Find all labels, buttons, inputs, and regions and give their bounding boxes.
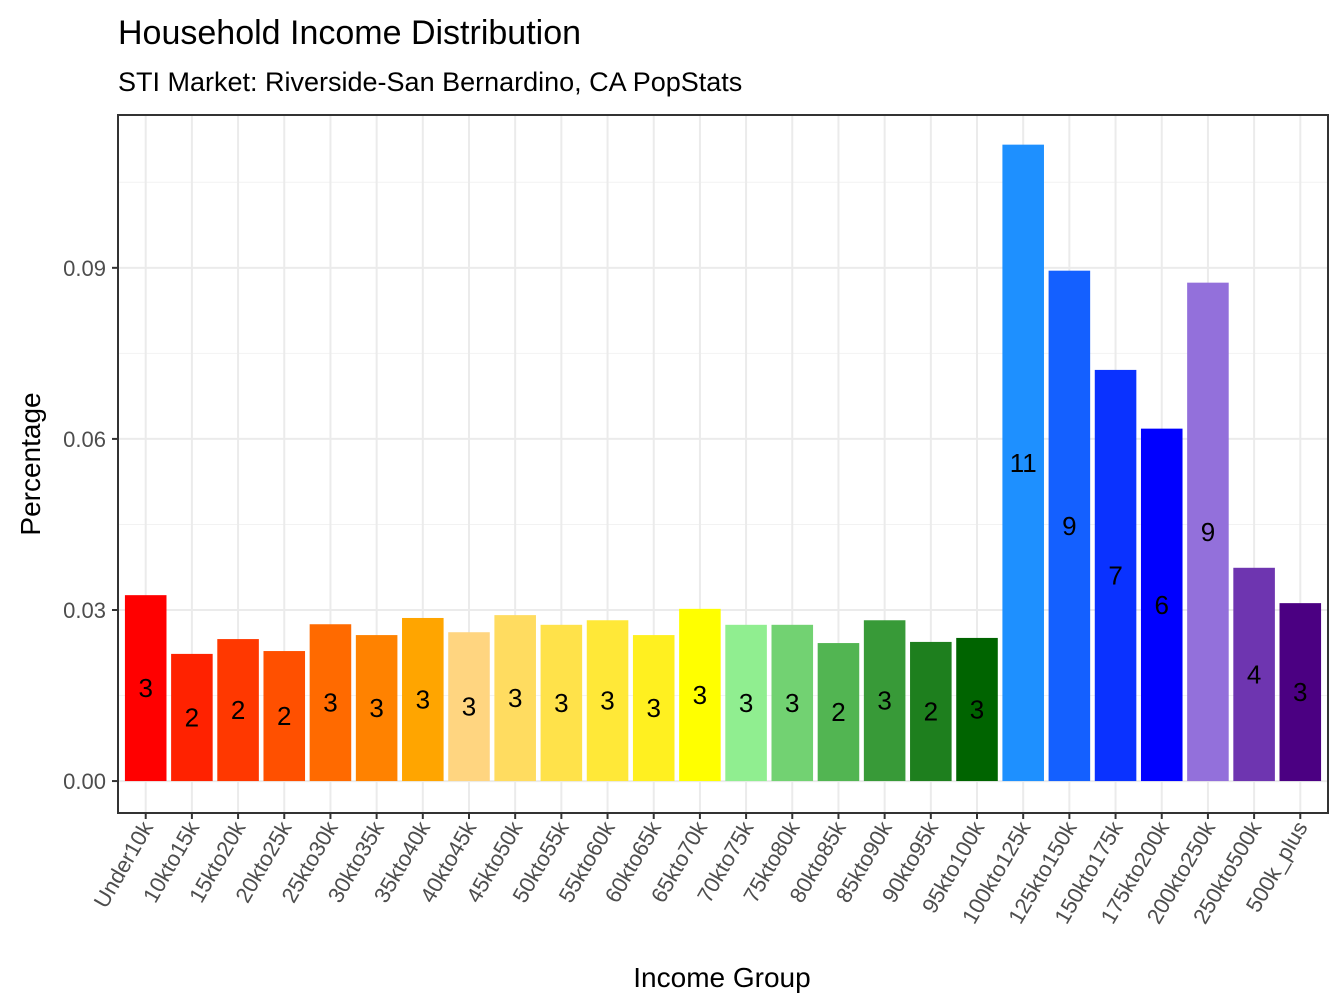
bar-75kto80k [771,624,814,782]
data-label: 6 [1155,590,1169,620]
y-tick-label: 0.06 [63,427,106,452]
data-label: 3 [369,693,383,723]
bar-70kto75k [725,624,767,782]
data-label: 3 [877,686,891,716]
bar-Under10k [124,595,167,782]
x-axis-label: Income Group [633,962,810,993]
data-label: 3 [646,693,660,723]
y-axis-label: Percentage [15,392,46,535]
data-label: 3 [138,673,152,703]
bar-95kto100k [956,637,998,782]
chart-title: Household Income Distribution [118,14,581,52]
data-label: 3 [554,688,568,718]
bar-50kto55k [540,624,583,782]
bar-55kto60k [586,620,629,782]
bar-60kto65k [632,635,675,782]
bar-30kto35k [355,635,398,782]
bar-35kto40k [402,617,444,782]
y-tick-label: 0.03 [63,598,106,623]
data-label: 3 [739,688,753,718]
y-tick-label: 0.00 [63,769,106,794]
data-label: 2 [231,695,245,725]
bar-10kto15k [171,653,213,782]
chart-subtitle: STI Market: Riverside-San Bernardino, CA… [118,67,742,97]
data-label: 3 [970,694,984,724]
data-label: 3 [693,680,707,710]
plot-border [117,114,1329,814]
data-label: 9 [1062,511,1076,541]
data-label: 2 [277,701,291,731]
data-label: 7 [1108,560,1122,590]
bar-25kto30k [309,624,352,782]
bar-80kto85k [817,643,860,782]
data-label: 3 [323,688,337,718]
y-tick-label: 0.09 [63,256,106,281]
bar-65kto70k [679,608,721,782]
data-label: 4 [1247,659,1261,689]
bar-500k_plus [1279,603,1322,782]
bar-150kto175k [1094,369,1137,782]
data-label: 3 [785,688,799,718]
bar-45kto50k [494,615,536,782]
bar-20kto25k [263,651,306,782]
data-label: 11 [1010,448,1037,478]
data-label: 2 [185,702,199,732]
data-label: 2 [924,696,938,726]
data-label: 9 [1201,517,1215,547]
data-label: 3 [508,683,522,713]
bar-100kto125k [1002,144,1044,782]
data-label: 3 [462,692,476,722]
bar-40kto45k [448,632,490,782]
bar-125kto150k [1048,270,1091,782]
bar-90kto95k [910,641,952,782]
bar-15kto20k [217,639,259,782]
data-label: 3 [416,685,430,715]
data-label: 3 [1293,677,1307,707]
bar-175kto200k [1140,428,1183,782]
bar-250kto500k [1233,567,1275,782]
data-label: 2 [831,697,845,727]
bar-85kto90k [863,620,906,782]
data-label: 3 [600,686,614,716]
bar-200kto250k [1187,282,1229,782]
